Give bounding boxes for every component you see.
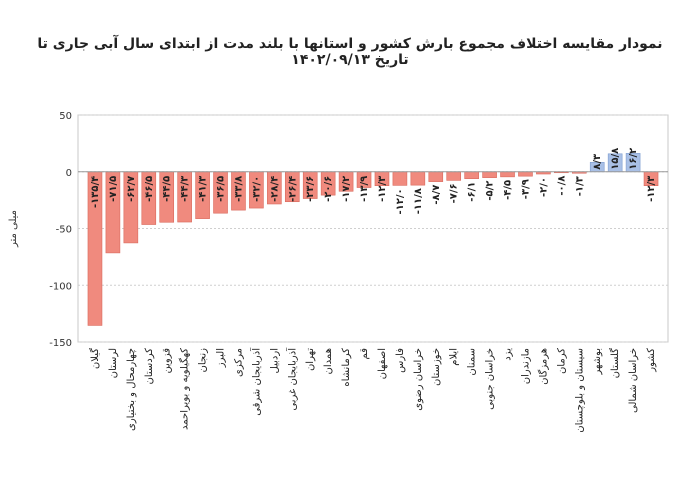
y-tick-label: -50 xyxy=(56,225,72,236)
value-label: -۶/۱ xyxy=(467,182,478,202)
category-label: زنجان xyxy=(198,348,209,373)
y-tick-label: 50 xyxy=(59,111,72,122)
bar xyxy=(500,171,515,178)
bar xyxy=(410,171,426,186)
category-label: یزد xyxy=(503,348,514,361)
value-label: ۱۶/۲ xyxy=(628,148,639,170)
value-label: -۱۷/۲ xyxy=(341,176,352,202)
category-label: آذربایجان غربی xyxy=(285,347,298,411)
value-label: -۴۴/۳ xyxy=(180,176,191,202)
category-label: خوزستان xyxy=(431,348,442,386)
value-label: ۱۵/۸ xyxy=(610,148,621,170)
bar xyxy=(428,171,444,182)
y-tick-label: 0 xyxy=(66,168,72,179)
value-label: -۱۲/۳ xyxy=(377,176,388,202)
category-label: چهارمحال و بختیاری xyxy=(126,348,137,431)
category-label: کرمانشاه xyxy=(341,348,352,387)
value-label: -۱۲/۰ xyxy=(395,188,406,214)
value-label: -۴۱/۳ xyxy=(198,176,209,202)
value-label: ۸/۳ xyxy=(592,154,603,170)
value-label: -۴۶/۵ xyxy=(144,176,155,202)
value-label: -۲۸/۴ xyxy=(269,176,280,202)
category-label: خراسان جنوبی xyxy=(485,348,496,410)
category-label: بوشهر xyxy=(592,348,603,375)
category-label: لرستان xyxy=(108,348,119,378)
value-label: -۰/۸ xyxy=(556,176,567,196)
value-label: -۱۲/۳ xyxy=(646,176,657,202)
category-label: گیلان xyxy=(89,348,101,369)
category-label: گلستان xyxy=(609,348,621,379)
category-label: مازندران xyxy=(520,348,531,384)
category-label: هرمزگان xyxy=(537,348,549,385)
value-label: -۲۰/۶ xyxy=(323,176,334,202)
category-label: سمنان xyxy=(467,348,478,376)
value-label: -۳/۹ xyxy=(520,179,531,199)
value-label: -۸/۷ xyxy=(431,185,442,205)
value-label: -۳۲/۰ xyxy=(251,176,262,202)
value-label: -۷/۶ xyxy=(449,183,460,203)
category-label: کردستان xyxy=(144,348,155,385)
value-label: -۲۶/۴ xyxy=(287,176,298,202)
value-label: -۳۳/۸ xyxy=(233,176,244,202)
category-label: سیستان و بلوچستان xyxy=(574,348,585,433)
category-label: قزوین xyxy=(162,348,173,374)
bar xyxy=(392,171,408,186)
bar xyxy=(482,171,497,178)
category-label: البرز xyxy=(216,348,227,368)
value-label: -۶۲/۷ xyxy=(126,176,137,202)
value-label: -۲۳/۶ xyxy=(305,176,316,202)
bar xyxy=(464,171,479,179)
category-label: کهگیلویه و بویراحمد xyxy=(179,348,191,430)
value-label: -۱۳/۹ xyxy=(359,176,370,202)
y-tick-label: -150 xyxy=(49,338,72,349)
value-label: -۱۱/۸ xyxy=(413,188,424,214)
value-label: -۱۳۵/۴ xyxy=(90,176,101,208)
category-label: همدان xyxy=(323,348,334,374)
bar xyxy=(518,171,533,177)
value-label: -۴/۵ xyxy=(503,180,514,200)
category-label: مرکزی xyxy=(233,348,244,377)
bar xyxy=(446,171,462,181)
category-label: قم xyxy=(359,348,370,360)
value-label: -۷۱/۵ xyxy=(108,176,119,202)
category-label: کشور xyxy=(646,348,657,373)
category-label: ایلام xyxy=(449,348,460,366)
category-label: خراسان رضوی xyxy=(413,348,424,411)
category-label: آذربایجان شرقی xyxy=(249,347,262,416)
category-label: اصفهان xyxy=(377,348,388,379)
y-axis-label: میلی متر xyxy=(8,210,19,248)
category-label: اردبیل xyxy=(269,348,280,373)
value-label: -۲/۰ xyxy=(538,177,549,197)
category-label: تهران xyxy=(305,348,316,371)
category-label: خراسان شمالی xyxy=(628,348,639,413)
category-label: فارس xyxy=(395,348,406,373)
value-label: -۱/۳ xyxy=(574,176,585,196)
value-label: -۴۴/۵ xyxy=(162,176,173,202)
value-label: -۳۶/۵ xyxy=(216,176,227,202)
chart-title: نمودار مقایسه اختلاف مجموع بارش کشور و ا… xyxy=(37,36,663,68)
category-label: کرمان xyxy=(556,348,567,374)
y-tick-label: -100 xyxy=(49,281,72,292)
value-label: -۵/۲ xyxy=(485,181,496,201)
